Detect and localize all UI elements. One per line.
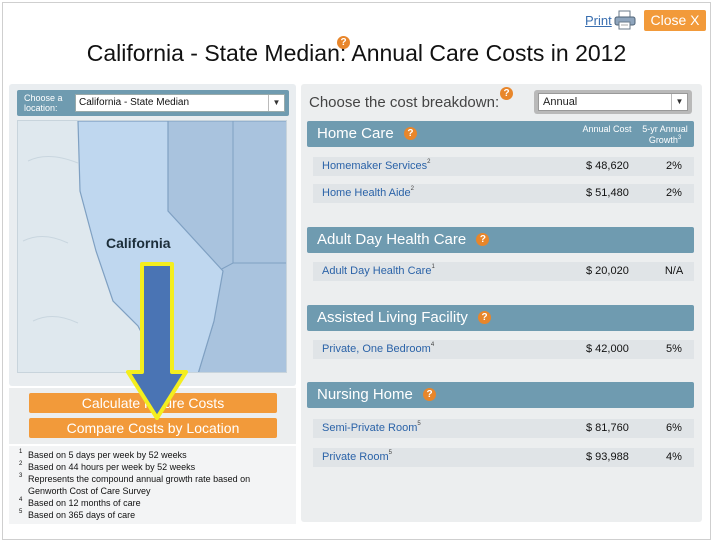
growth-value: 2% [666, 187, 682, 199]
title-help-icon[interactable]: ? [337, 36, 350, 49]
footnote: 3 Represents the compound annual growth r… [19, 473, 251, 484]
section-header-home-care: Home Care ? Annual Cost 5-yr Annual Grow… [307, 121, 694, 147]
help-icon[interactable]: ? [423, 387, 437, 401]
table-row: Private Room5 $ 93,988 4% [313, 448, 694, 467]
annual-cost-value: $ 42,000 [586, 343, 629, 355]
growth-value: 5% [666, 343, 682, 355]
breakdown-label: Choose the cost breakdown: [309, 94, 500, 111]
cost-panel: Choose the cost breakdown: ? Annual ▼ Ho… [301, 84, 702, 522]
section-header-assisted-living: Assisted Living Facility ? [307, 305, 694, 331]
close-button[interactable]: Close X [644, 10, 706, 31]
footnote: 1 Based on 5 days per week by 52 weeks [19, 449, 187, 460]
annotation-arrow-icon [126, 262, 188, 420]
breakdown-help-icon[interactable]: ? [500, 87, 513, 100]
annual-cost-value: $ 20,020 [586, 265, 629, 277]
column-header-annual-cost: Annual Cost [582, 124, 632, 134]
section-title: Home Care [317, 125, 394, 142]
help-icon[interactable]: ? [478, 310, 492, 324]
section-title: Assisted Living Facility [317, 309, 468, 326]
section-title: Adult Day Health Care [317, 231, 467, 248]
annual-cost-value: $ 93,988 [586, 451, 629, 463]
footnote: 4 Based on 12 months of care [19, 497, 141, 508]
location-label: Choose a location: [24, 93, 63, 113]
printer-icon[interactable] [614, 10, 636, 30]
compare-costs-button[interactable]: Compare Costs by Location [29, 418, 277, 438]
breakdown-select[interactable]: Annual ▼ [538, 93, 688, 111]
footnote: 5 Based on 365 days of care [19, 509, 136, 520]
table-row: Home Health Aide2 $ 51,480 2% [313, 184, 694, 203]
chevron-down-icon[interactable]: ▼ [268, 95, 284, 111]
growth-value: N/A [664, 265, 684, 277]
column-header-growth: 5-yr Annual Growth3 [642, 124, 688, 145]
table-row: Homemaker Services2 $ 48,620 2% [313, 157, 694, 176]
page-title: California - State Median: Annual Care C… [86, 40, 627, 66]
location-select[interactable]: California - State Median ▼ [75, 94, 285, 112]
map-state-label: California [106, 235, 171, 251]
location-chooser: Choose a location: California - State Me… [17, 90, 289, 116]
section-title: Nursing Home [317, 386, 413, 403]
table-row: Semi-Private Room5 $ 81,760 6% [313, 419, 694, 438]
service-link[interactable]: Private Room5 [322, 450, 392, 463]
breakdown-select-value: Annual [543, 96, 578, 108]
table-row: Adult Day Health Care1 $ 20,020 N/A [313, 262, 694, 281]
service-link[interactable]: Adult Day Health Care1 [322, 264, 435, 277]
service-link[interactable]: Semi-Private Room5 [322, 421, 421, 434]
footnote: 2 Based on 44 hours per week by 52 weeks [19, 461, 196, 472]
chevron-down-icon[interactable]: ▼ [671, 94, 687, 110]
print-link[interactable]: Print [585, 13, 612, 28]
help-icon[interactable]: ? [476, 232, 490, 246]
annual-cost-value: $ 48,620 [586, 160, 629, 172]
breakdown-select-frame: Annual ▼ [534, 90, 692, 114]
section-header-nursing-home: Nursing Home ? [307, 382, 694, 408]
service-link[interactable]: Homemaker Services2 [322, 159, 431, 172]
location-select-value: California - State Median [79, 97, 190, 108]
service-link[interactable]: Private, One Bedroom4 [322, 342, 435, 355]
growth-value: 4% [666, 451, 682, 463]
growth-value: 6% [666, 422, 682, 434]
service-link[interactable]: Home Health Aide2 [322, 186, 415, 199]
section-header-adult-day-health-care: Adult Day Health Care ? [307, 227, 694, 253]
growth-value: 2% [666, 160, 682, 172]
annual-cost-value: $ 81,760 [586, 422, 629, 434]
annual-cost-value: $ 51,480 [586, 187, 629, 199]
footnote: Genworth Cost of Care Survey [28, 486, 151, 496]
help-icon[interactable]: ? [403, 126, 417, 140]
table-row: Private, One Bedroom4 $ 42,000 5% [313, 340, 694, 359]
